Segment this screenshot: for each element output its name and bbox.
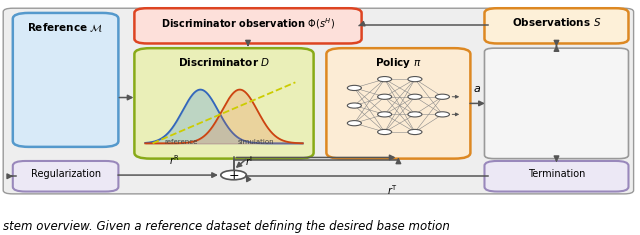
FancyBboxPatch shape <box>134 8 362 43</box>
Circle shape <box>408 94 422 99</box>
Circle shape <box>348 85 362 90</box>
Text: $r^{\mathrm{I}}$: $r^{\mathrm{I}}$ <box>245 155 253 168</box>
Text: Policy $\pi$: Policy $\pi$ <box>375 56 422 70</box>
Text: Discriminator observation $\Phi(s^{H})$: Discriminator observation $\Phi(s^{H})$ <box>161 16 335 31</box>
FancyBboxPatch shape <box>484 8 628 43</box>
Circle shape <box>435 94 449 99</box>
FancyBboxPatch shape <box>484 161 628 192</box>
Text: Termination: Termination <box>528 169 585 179</box>
Text: reference: reference <box>164 139 198 145</box>
Circle shape <box>378 112 392 117</box>
Circle shape <box>378 77 392 82</box>
Text: stem overview. Given a reference dataset defining the desired base motion: stem overview. Given a reference dataset… <box>3 220 450 233</box>
Circle shape <box>348 103 362 108</box>
Text: Regularization: Regularization <box>31 169 100 179</box>
Circle shape <box>435 112 449 117</box>
FancyBboxPatch shape <box>13 13 118 147</box>
FancyBboxPatch shape <box>484 48 628 159</box>
Text: $+$: $+$ <box>228 168 239 182</box>
Circle shape <box>408 129 422 135</box>
FancyBboxPatch shape <box>326 48 470 159</box>
FancyBboxPatch shape <box>3 8 634 194</box>
Circle shape <box>348 121 362 126</box>
Text: $a$: $a$ <box>474 84 481 94</box>
Circle shape <box>378 94 392 99</box>
Text: Reference $\mathcal{M}$: Reference $\mathcal{M}$ <box>28 21 104 34</box>
FancyBboxPatch shape <box>13 161 118 192</box>
Circle shape <box>221 170 246 180</box>
Circle shape <box>408 112 422 117</box>
Text: simulation: simulation <box>237 139 275 145</box>
Text: Observations $S$: Observations $S$ <box>512 16 601 28</box>
Text: $r^{\mathrm{R}}$: $r^{\mathrm{R}}$ <box>169 153 180 167</box>
Circle shape <box>408 77 422 82</box>
Circle shape <box>378 129 392 135</box>
FancyBboxPatch shape <box>134 48 314 159</box>
Text: $r^{\mathrm{T}}$: $r^{\mathrm{T}}$ <box>387 183 398 197</box>
Text: Discriminator $D$: Discriminator $D$ <box>178 56 270 68</box>
